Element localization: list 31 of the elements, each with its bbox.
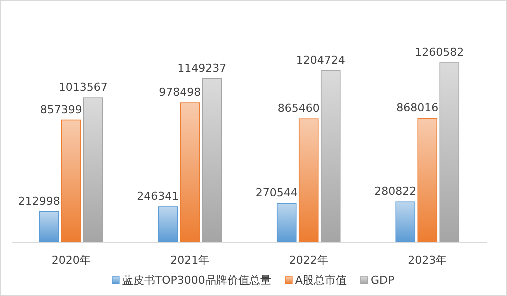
bar — [202, 78, 222, 242]
bar — [276, 203, 297, 242]
bar — [320, 70, 341, 242]
bar — [418, 118, 438, 242]
bar — [39, 211, 60, 242]
x-tick-label: 2023年 — [408, 254, 448, 267]
bar — [440, 62, 460, 242]
data-label: 857399 — [40, 103, 82, 116]
data-label: 246341 — [137, 190, 180, 204]
bar — [83, 98, 104, 242]
data-label: 978498 — [159, 86, 202, 100]
legend-label: 蓝皮书TOP3000品牌价值总量 — [122, 274, 272, 287]
data-label: 270544 — [256, 186, 298, 200]
data-label: 1204724 — [296, 54, 346, 67]
x-tick-label: 2022年 — [289, 254, 328, 267]
bar — [396, 202, 416, 242]
data-label: 1260582 — [415, 46, 464, 59]
bar — [158, 206, 178, 242]
legend-label: A股总市值 — [295, 274, 347, 287]
data-label: 865460 — [278, 102, 320, 116]
bar — [180, 102, 200, 242]
data-label: 868016 — [396, 102, 439, 115]
legend-label: GDP — [370, 274, 395, 287]
bar — [61, 120, 82, 242]
x-tick-label: 2021年 — [170, 254, 210, 267]
data-label: 212998 — [18, 194, 60, 208]
data-label: 280822 — [374, 185, 417, 198]
x-tick-label: 2020年 — [52, 254, 91, 267]
data-label: 1013567 — [58, 81, 108, 94]
bar — [298, 118, 319, 242]
data-label: 1149237 — [178, 62, 227, 75]
